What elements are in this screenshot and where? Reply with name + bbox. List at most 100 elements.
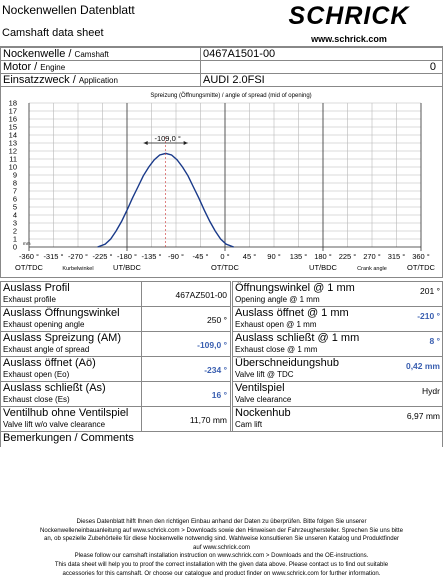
comments: Bemerkungen / Comments	[0, 431, 443, 447]
spec-label-sub: Exhaust angle of spread	[3, 345, 90, 354]
footer-line: Please follow our camshaft installation …	[74, 552, 369, 560]
spec-label-text: Ventilspiel	[235, 382, 285, 394]
info-label: Motor / Engine	[0, 60, 201, 74]
y-tick-label: 3	[13, 219, 17, 228]
y-tick-label: 18	[9, 99, 17, 108]
x-sub-label: Kurbelwinkel	[62, 266, 93, 272]
lift-chart: Spreizung (Öffnungsmitte) / angle of spr…	[0, 86, 443, 278]
info-value: AUDI 2.0FSI	[200, 73, 443, 87]
spec-label: Ventilhub ohne Ventilspiel Valve lift w/o…	[0, 406, 142, 432]
spec-label-text: Auslass Öffnungswinkel	[3, 307, 120, 319]
info-label-text: Motor /	[3, 61, 41, 73]
info-value: 0467A1501-00	[200, 47, 443, 61]
y-tick-label: 5	[13, 203, 17, 212]
spec-value: 11,70 mm	[141, 406, 231, 432]
x-tick-label: -180 °	[117, 252, 137, 261]
footer-line: an, ob spezielle Zubehörteile für diese …	[43, 535, 400, 543]
info-label-text: Einsatzzweck /	[3, 74, 79, 86]
spec-value: -210 °	[417, 311, 440, 321]
y-tick-label: 15	[9, 123, 17, 132]
spec-label-sub: Opening angle @ 1 mm	[235, 295, 320, 304]
x-sub-label: OT/TDC	[15, 263, 43, 272]
footer-line: accessories for this camshaft. Or choose…	[62, 569, 381, 577]
footer-line: Dieses Datenblatt hilft Ihnen den richti…	[76, 518, 367, 525]
info-label: Einsatzzweck / Application	[0, 73, 201, 87]
x-tick-label: 0 °	[220, 252, 229, 261]
spec-value: 201 °	[420, 286, 440, 296]
y-tick-label: 4	[13, 211, 17, 220]
website: www.schrick.com	[311, 34, 387, 44]
y-tick-label: 1	[13, 235, 17, 244]
y-tick-label: 11	[9, 155, 17, 164]
spec-label-sub: Exhaust close @ 1 mm	[235, 345, 318, 354]
spec-label-text: Öffnungswinkel @ 1 mm	[235, 282, 355, 294]
info-value: 0	[200, 60, 443, 74]
spec-label: Auslass schließt (As) Exhaust close (Es)	[0, 381, 142, 407]
y-tick-label: 17	[9, 107, 17, 116]
footer-line: Nockenwelleneinbauanleitung auf www.schr…	[40, 526, 403, 534]
spec-value: 8 °	[429, 336, 441, 346]
x-sub-label: Crank angle	[357, 266, 387, 272]
x-tick-label: 360 °	[412, 252, 430, 261]
x-sub-label: OT/TDC	[407, 263, 435, 272]
y-tick-label: 0	[13, 243, 17, 252]
y-tick-label: 14	[9, 131, 17, 140]
spec-value: Hydr	[422, 386, 440, 396]
x-tick-label: 180 °	[314, 252, 332, 261]
x-tick-label: -45 °	[193, 252, 209, 261]
spec-label-text: Überschneidungshub	[235, 357, 339, 369]
title: Nockenwellen Datenblatt	[2, 3, 135, 17]
spec-label: Auslass Profil Exhaust profile	[0, 281, 142, 307]
footer-line: This data sheet will help you to proof t…	[54, 561, 389, 568]
spec-label-sub: Exhaust profile	[3, 295, 56, 304]
y-tick-label: 12	[9, 147, 17, 156]
spec-label-sub: Valve lift w/o valve clearance	[3, 420, 106, 429]
y-tick-label: 2	[13, 227, 17, 236]
spec-label-sub: Exhaust opening angle	[3, 320, 85, 329]
x-tick-label: -270 °	[68, 252, 88, 261]
info-label-sub: Engine	[40, 63, 66, 72]
spec-value: -234 °	[141, 356, 231, 382]
spec-value: 467AZ501-00	[141, 281, 231, 307]
x-tick-label: -135 °	[141, 252, 161, 261]
spec-label-text: Ventilhub ohne Ventilspiel	[3, 407, 129, 419]
info-label-sub: Camshaft	[74, 50, 109, 59]
spec-value: 0,42 mm	[405, 361, 440, 371]
y-unit: mm	[23, 241, 31, 246]
spec-label-text: Auslass öffnet @ 1 mm	[235, 307, 349, 319]
spec-label-text: Nockenhub	[235, 407, 291, 419]
y-tick-label: 10	[9, 163, 17, 172]
spec-label-sub: Exhaust open (Eo)	[3, 370, 70, 379]
x-sub-label: UT/BDC	[113, 263, 142, 272]
spec-label-text: Auslass öffnet (Aö)	[3, 357, 96, 369]
spec-value: 6,97 mm	[406, 411, 440, 421]
spec-label-text: Auslass Profil	[3, 282, 70, 294]
y-tick-label: 7	[13, 187, 17, 196]
spec-label: Auslass öffnet (Aö) Exhaust open (Eo)	[0, 356, 142, 382]
chart-title: Spreizung (Öffnungsmitte) / angle of spr…	[150, 92, 311, 99]
lift-curve	[97, 152, 234, 248]
spec-value: -109,0 °	[141, 331, 231, 357]
spec-label-sub: Valve lift @ TDC	[235, 370, 294, 379]
spec-label: Auslass Öffnungswinkel Exhaust opening an…	[0, 306, 142, 332]
spec-label-sub: Cam lift	[235, 420, 263, 429]
x-tick-label: 270 °	[363, 252, 381, 261]
spec-label-sub: Valve clearance	[235, 395, 292, 404]
spec-label: Nockenhub Cam lift	[232, 406, 443, 432]
spec-label-sub: Exhaust close (Es)	[3, 395, 70, 404]
spread-label: -109,0 °	[154, 134, 180, 143]
footer-line: auf www.schrick.com	[193, 543, 250, 551]
x-tick-label: 135 °	[290, 252, 308, 261]
info-label: Nockenwelle / Camshaft	[0, 47, 201, 61]
logo: SCHRICK	[288, 2, 410, 30]
spec-label-sub: Exhaust open @ 1 mm	[235, 320, 317, 329]
x-tick-label: 90 °	[267, 252, 280, 261]
y-tick-label: 6	[13, 195, 17, 204]
spec-label-text: Auslass Spreizung (AM)	[3, 332, 121, 344]
x-tick-label: -225 °	[92, 252, 112, 261]
y-tick-label: 8	[13, 179, 17, 188]
rule	[0, 46, 443, 47]
info-label-sub: Application	[78, 76, 118, 85]
subtitle: Camshaft data sheet	[2, 27, 104, 39]
